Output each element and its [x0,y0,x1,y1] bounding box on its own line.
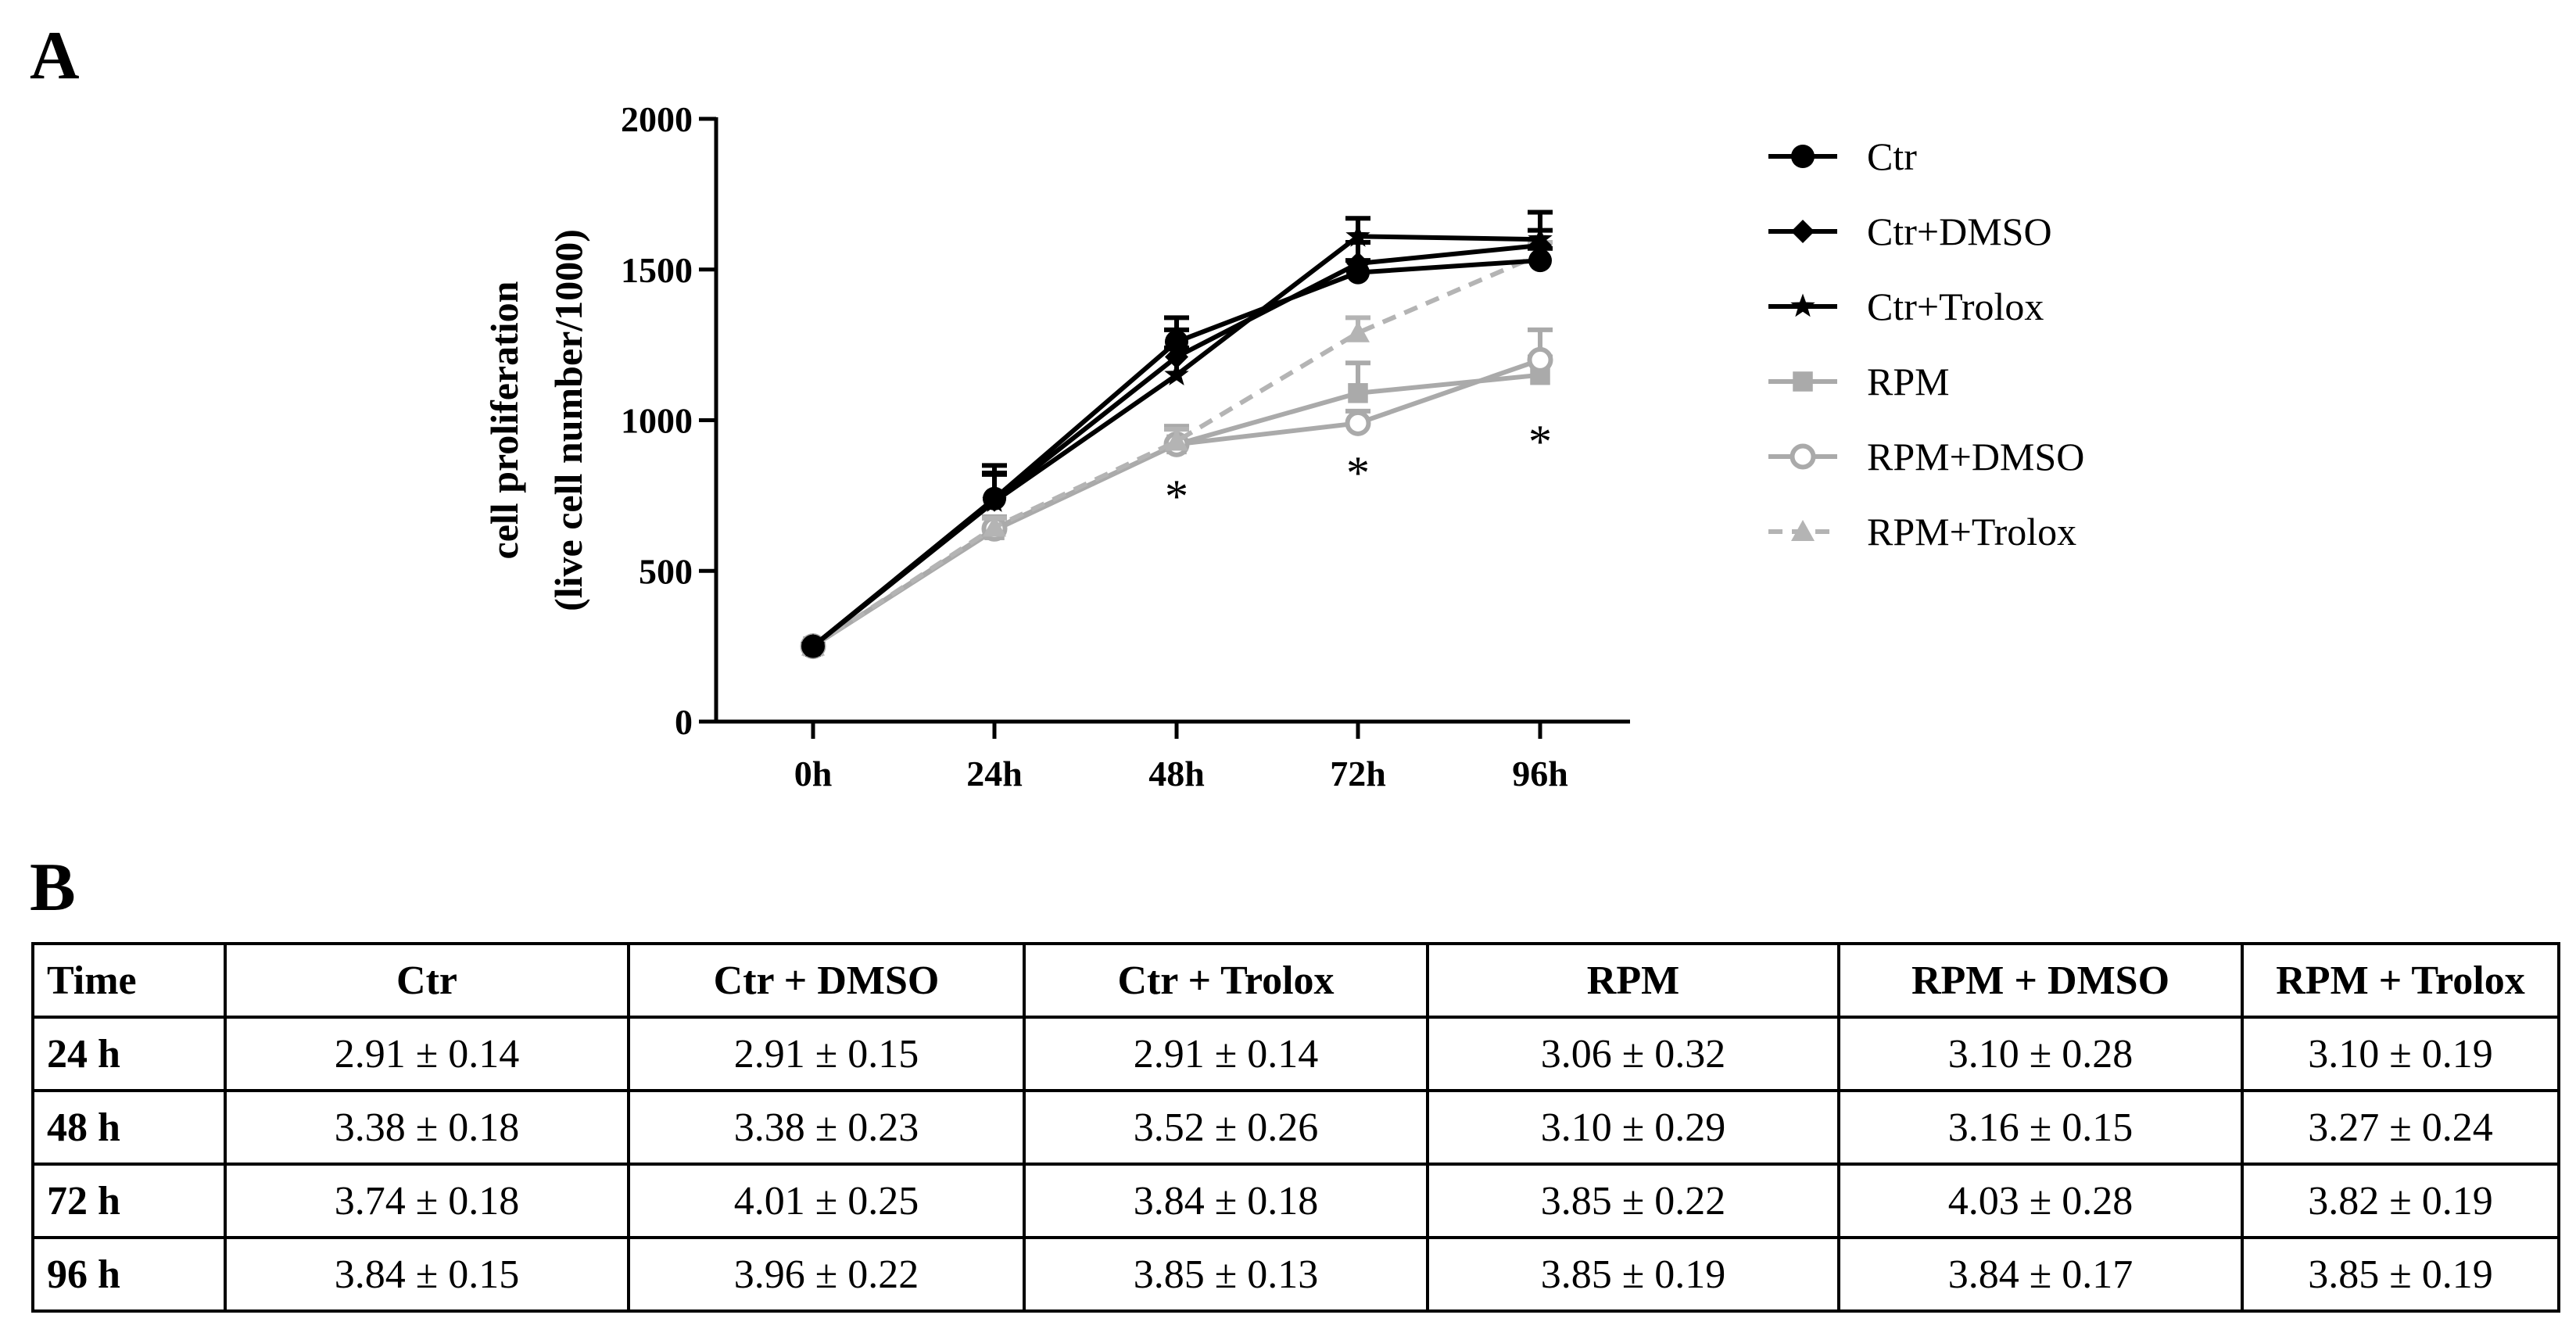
data-point [982,489,1007,512]
table-cell: 3.10 ± 0.19 [2241,1016,2560,1092]
table-header-cell: Time [31,942,227,1019]
table-cell: 3.16 ± 0.15 [1837,1089,2244,1166]
table-cell: 3.52 ± 0.26 [1023,1089,1429,1166]
data-point [1345,223,1370,247]
data-point [1348,383,1368,403]
table-cell: 3.10 ± 0.29 [1426,1089,1840,1166]
data-point [1791,145,1815,168]
legend-label: Ctr+DMSO [1867,210,2052,253]
table-cell: 3.84 ± 0.18 [1023,1163,1429,1239]
data-point [1345,410,1371,436]
x-tick-label: 48h [1148,754,1205,794]
table-cell: 2.91 ± 0.14 [1023,1016,1429,1092]
legend-label: Ctr [1867,134,1917,178]
data-point [1793,371,1813,392]
data-point [1791,220,1815,243]
y-tick-label: 500 [639,551,693,591]
data-point [1528,226,1553,250]
series-line [811,252,1542,649]
table-cell: 3.85 ± 0.13 [1023,1236,1429,1313]
data-point [1346,252,1370,276]
significance-marker: * [1346,447,1370,499]
table-cell: 4.01 ± 0.25 [627,1163,1026,1239]
table-header-cell: Ctr + DMSO [627,942,1026,1019]
table-cell: 2.91 ± 0.14 [224,1016,630,1092]
table-header-cell: Ctr + Trolox [1023,942,1429,1019]
legend-label: RPM [1867,360,1950,403]
data-point [1528,249,1552,273]
data-point [1164,362,1189,385]
table-row: 48 h 3.38 ± 0.18 3.38 ± 0.23 3.52 ± 0.26… [31,1089,2560,1166]
table-cell: 24 h [31,1016,227,1092]
table-cell: 2.91 ± 0.15 [627,1016,1026,1092]
doubling-table: Time Ctr Ctr + DMSO Ctr + Trolox RPM RPM… [31,942,2560,1313]
x-tick-label: 96h [1512,754,1568,794]
table-header-cell: RPM [1426,942,1840,1019]
table-cell: 3.06 ± 0.32 [1426,1016,1840,1092]
table-cell: 3.10 ± 0.28 [1837,1016,2244,1092]
table-cell: 3.82 ± 0.19 [2241,1163,2560,1239]
data-point [1791,520,1815,541]
significance-marker: * [1165,471,1188,522]
data-point [801,633,826,657]
x-tick-label: 0h [794,754,833,794]
legend-label: RPM+DMSO [1867,435,2084,478]
x-tick-label: 72h [1330,754,1386,794]
panel-b-label: B [30,850,76,926]
legend-label: RPM+Trolox [1867,510,2076,554]
table-cell: 3.38 ± 0.23 [627,1089,1026,1166]
x-tick-label: 24h [966,754,1023,794]
y-axis-title: (live cell number/1000) [546,229,590,611]
table-header-cell: RPM + DMSO [1837,942,2244,1019]
significance-marker: * [1528,416,1552,468]
table-row: 96 h 3.84 ± 0.15 3.96 ± 0.22 3.85 ± 0.13… [31,1236,2560,1313]
data-point [1527,346,1553,373]
y-tick-label: 1000 [621,401,693,441]
table-cell: 3.27 ± 0.24 [2241,1089,2560,1166]
table-cell: 3.38 ± 0.18 [224,1089,630,1166]
data-point [1346,321,1370,342]
table-cell: 72 h [31,1163,227,1239]
table-cell: 3.84 ± 0.15 [224,1236,630,1313]
legend-label: Ctr+Trolox [1867,285,2044,328]
y-tick-label: 0 [675,702,693,742]
table-header-row: Time Ctr Ctr + DMSO Ctr + Trolox RPM RPM… [31,942,2560,1019]
proliferation-chart: 0 500 1000 1500 2000 0h 24h 48h 72h 96h cell proli… [482,99,2084,794]
table-cell: 3.85 ± 0.19 [1426,1236,1840,1313]
data-point [1790,293,1815,317]
table-cell: 4.03 ± 0.28 [1837,1163,2244,1239]
table-cell: 48 h [31,1089,227,1166]
data-point [1165,429,1188,451]
table-header-cell: Ctr [224,942,630,1019]
y-axis-title: cell proliferation [482,281,526,559]
data-point [983,515,1006,537]
table-row: 72 h 3.74 ± 0.18 4.01 ± 0.25 3.84 ± 0.18… [31,1163,2560,1239]
table-cell: 3.96 ± 0.22 [627,1236,1026,1313]
table-row: 24 h 2.91 ± 0.14 2.91 ± 0.15 2.91 ± 0.14… [31,1016,2560,1092]
panel-a-label: A [30,18,80,94]
y-tick-label: 1500 [621,250,693,290]
y-tick-label: 2000 [621,99,693,139]
table-cell: 3.85 ± 0.19 [2241,1236,2560,1313]
table-cell: 3.84 ± 0.17 [1837,1236,2244,1313]
data-point [1790,443,1816,470]
table-header-cell: RPM + Trolox [2241,942,2560,1019]
table-cell: 96 h [31,1236,227,1313]
table-cell: 3.85 ± 0.22 [1426,1163,1840,1239]
table-cell: 3.74 ± 0.18 [224,1163,630,1239]
